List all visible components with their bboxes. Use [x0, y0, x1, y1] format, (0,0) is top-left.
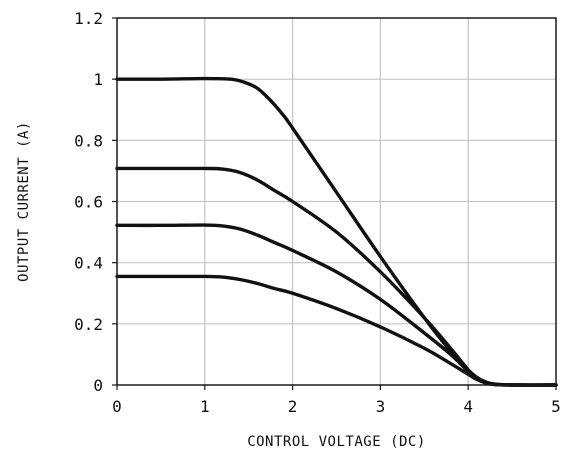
y-tick-label: 0.6 — [74, 193, 103, 212]
series-group — [115, 76, 558, 387]
series-line-4 — [115, 274, 558, 387]
ticks — [112, 17, 557, 390]
y-axis-label: OUTPUT CURRENT (A) — [16, 121, 32, 282]
y-tick-label: 0.4 — [74, 254, 103, 273]
x-tick-label: 5 — [551, 397, 561, 416]
x-tick-label: 1 — [200, 397, 210, 416]
y-tick-labels: 0 0.2 0.4 0.6 0.8 1 1.2 — [74, 9, 103, 395]
y-tick-label: 1 — [93, 70, 103, 89]
y-tick-label: 0 — [93, 376, 103, 395]
x-tick-label: 4 — [463, 397, 473, 416]
x-axis-label: CONTROL VOLTAGE (DC) — [247, 434, 426, 450]
x-tick-labels: 0 1 2 3 4 5 — [112, 397, 561, 416]
y-tick-label: 0.8 — [74, 131, 103, 150]
y-tick-label: 1.2 — [74, 9, 103, 28]
x-tick-label: 3 — [376, 397, 386, 416]
x-tick-label: 2 — [288, 397, 298, 416]
x-tick-label: 0 — [112, 397, 122, 416]
y-tick-label: 0.2 — [74, 315, 103, 334]
